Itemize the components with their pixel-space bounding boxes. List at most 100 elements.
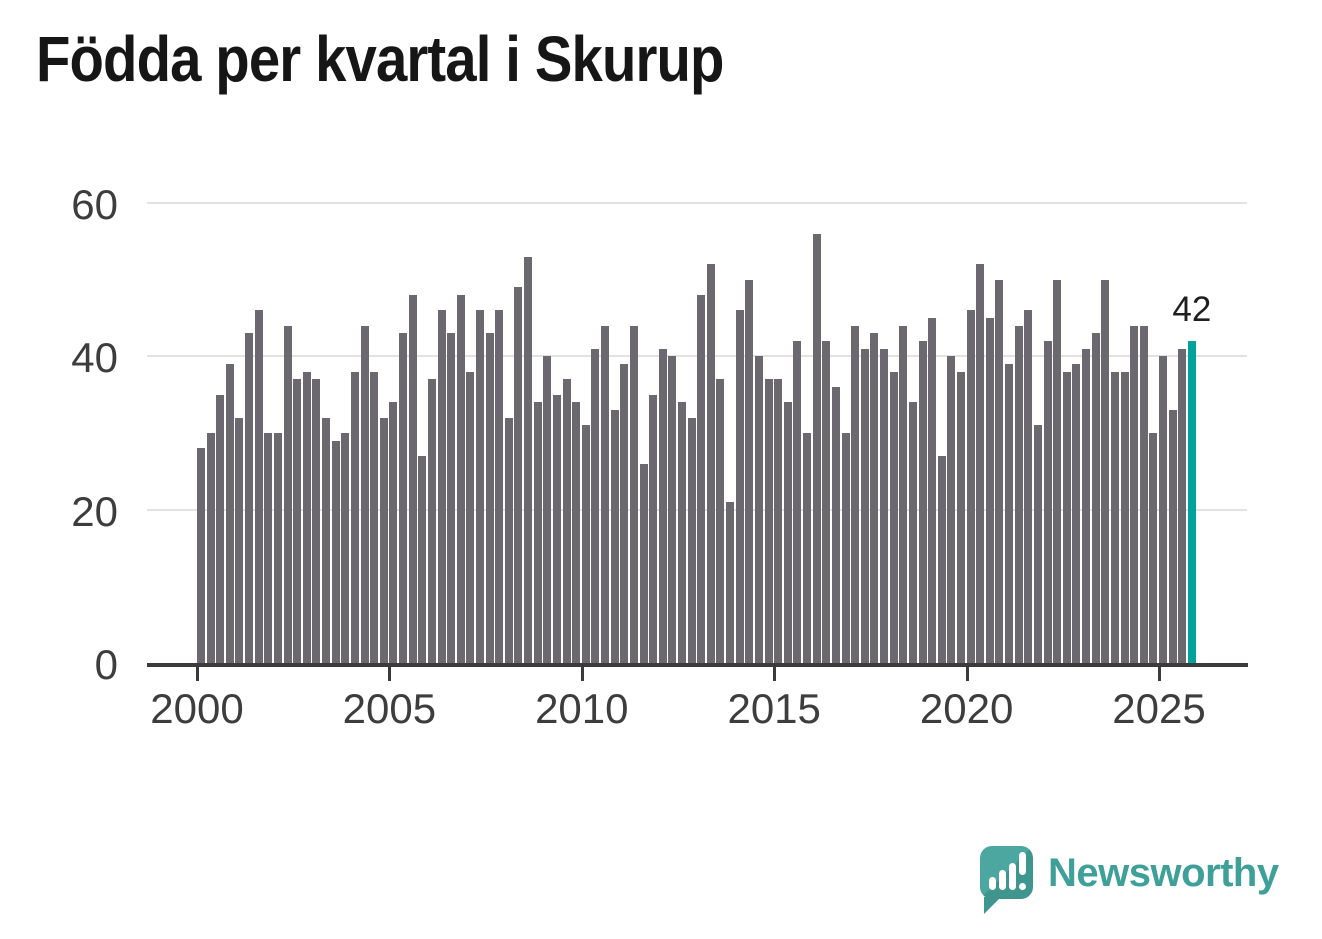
bar (572, 402, 581, 663)
bar (629, 325, 638, 663)
bar (793, 340, 802, 663)
bar (495, 310, 504, 663)
gridline (147, 508, 1247, 511)
bar (552, 394, 561, 663)
bar (880, 348, 889, 663)
logo-bubble-tail (984, 897, 1001, 914)
bar (360, 325, 369, 663)
bar (995, 279, 1004, 663)
y-axis-tick-label: 20 (71, 487, 118, 535)
bar (783, 402, 792, 663)
y-axis-tick-label: 0 (94, 641, 118, 688)
logo-exclamation-dot-icon (1019, 883, 1026, 890)
bar (1072, 363, 1081, 663)
bar (245, 333, 254, 663)
bar (379, 417, 388, 663)
bar (966, 310, 975, 663)
bar (947, 356, 956, 663)
x-axis-tick (1158, 663, 1161, 681)
bar (581, 425, 590, 663)
bar (370, 371, 379, 663)
bar (928, 317, 937, 663)
x-axis-tick (580, 663, 584, 681)
bar (985, 317, 994, 663)
bar (1120, 371, 1129, 663)
bar (466, 371, 475, 663)
bar (754, 356, 763, 663)
x-axis-tick (773, 663, 777, 681)
bar (591, 348, 600, 663)
bar (668, 356, 677, 663)
bar (956, 371, 965, 663)
bar (302, 371, 311, 663)
bar (812, 233, 821, 663)
bar (1033, 425, 1042, 663)
bar (899, 325, 908, 663)
bar (764, 379, 773, 663)
bar (197, 448, 205, 663)
logo-exclamation-icon (1019, 852, 1026, 875)
bar (639, 463, 648, 663)
bar (533, 402, 542, 663)
y-axis-tick-label: 60 (71, 180, 118, 228)
bar (514, 287, 523, 663)
x-axis-line (147, 663, 1248, 667)
bar (1062, 371, 1071, 663)
bar (678, 402, 686, 663)
bar (658, 348, 667, 663)
highlighted-bar (1187, 340, 1196, 663)
bar (408, 294, 417, 663)
gridline (147, 355, 1247, 358)
bar (937, 455, 946, 663)
bar (851, 325, 860, 663)
x-axis-tick-label: 2020 (919, 685, 1014, 732)
logo-bar-icon (999, 870, 1006, 890)
bar (235, 417, 244, 663)
bar (447, 333, 456, 663)
x-axis-tick-label: 2005 (342, 685, 437, 732)
x-axis-tick-label: 2000 (150, 685, 244, 732)
bar (889, 371, 898, 663)
bar (273, 432, 282, 663)
last-value-label: 42 (1172, 290, 1212, 329)
bar (543, 356, 552, 663)
bar (322, 417, 331, 663)
bar (456, 294, 465, 663)
bar (504, 417, 513, 663)
bar (687, 417, 696, 663)
bar (774, 379, 783, 663)
bar (726, 501, 735, 663)
bar (908, 402, 917, 663)
logo-bar-icon (1009, 863, 1016, 890)
bar (254, 310, 263, 663)
bar (831, 386, 840, 663)
bar (437, 310, 446, 663)
brand-name: Newsworthy (1048, 851, 1279, 895)
x-axis-tick (388, 663, 392, 681)
bar (485, 333, 494, 663)
bar (860, 348, 869, 663)
bar (841, 432, 850, 663)
bar (206, 432, 215, 663)
bar (822, 340, 831, 663)
bar (1149, 432, 1158, 663)
x-axis-tick-label: 2025 (1112, 685, 1206, 732)
x-axis-tick (196, 663, 199, 681)
bar (389, 402, 398, 663)
bar (1101, 279, 1110, 663)
bar (1014, 325, 1023, 663)
bar (1130, 325, 1139, 663)
bar (1005, 363, 1014, 663)
bar (418, 455, 427, 663)
bar (601, 325, 610, 663)
bar (697, 294, 706, 663)
bar (562, 379, 571, 663)
y-axis-tick-label: 40 (71, 334, 118, 382)
bar (1159, 356, 1167, 663)
bar (1053, 279, 1062, 663)
bar (918, 340, 927, 663)
bar (1024, 310, 1033, 663)
bar (283, 325, 292, 663)
chart-title: Födda per kvartal i Skurup (36, 23, 724, 95)
